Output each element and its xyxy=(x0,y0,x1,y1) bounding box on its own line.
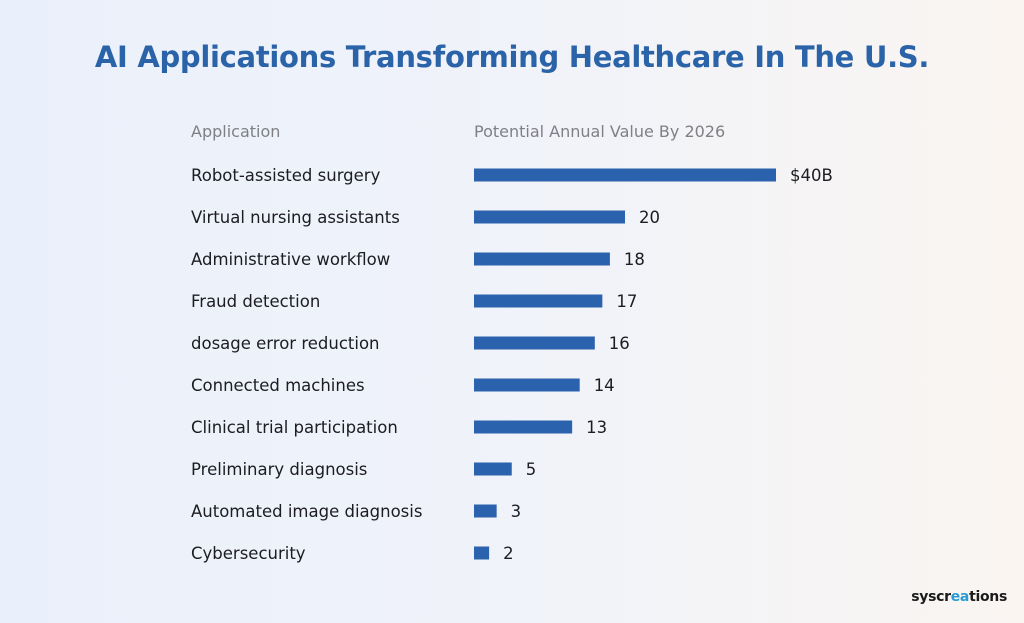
bar-connected-machines xyxy=(474,378,580,392)
bar-robot-assisted-surgery xyxy=(474,168,776,182)
bar-dosage-error-reduction xyxy=(474,336,595,350)
category-label-robot-assisted-surgery: Robot-assisted surgery xyxy=(191,166,381,185)
value-label-virtual-nursing-assistants: 20 xyxy=(639,208,660,227)
value-label-connected-machines: 14 xyxy=(594,376,615,395)
value-label-cybersecurity: 2 xyxy=(503,544,513,563)
value-label-administrative-workflow: 18 xyxy=(624,250,645,269)
value-label-dosage-error-reduction: 16 xyxy=(609,334,630,353)
value-label-clinical-trial-participation: 13 xyxy=(586,418,607,437)
category-label-clinical-trial-participation: Clinical trial participation xyxy=(191,418,398,437)
category-label-administrative-workflow: Administrative workflow xyxy=(191,250,390,269)
bar-clinical-trial-participation xyxy=(474,420,573,434)
value-label-preliminary-diagnosis: 5 xyxy=(526,460,537,479)
value-column-header: Potential Annual Value By 2026 xyxy=(474,122,726,141)
category-label-virtual-nursing-assistants: Virtual nursing assistants xyxy=(191,208,400,227)
category-label-cybersecurity: Cybersecurity xyxy=(191,544,306,563)
bar-automated-image-diagnosis xyxy=(474,504,497,518)
value-label-fraud-detection: 17 xyxy=(616,292,637,311)
category-label-fraud-detection: Fraud detection xyxy=(191,292,320,311)
category-label-dosage-error-reduction: dosage error reduction xyxy=(191,334,380,353)
category-label-preliminary-diagnosis: Preliminary diagnosis xyxy=(191,460,367,479)
chart-title: AI Applications Transforming Healthcare … xyxy=(94,40,930,74)
bar-cybersecurity xyxy=(474,546,490,560)
bar-preliminary-diagnosis xyxy=(474,462,512,476)
value-label-automated-image-diagnosis: 3 xyxy=(511,502,522,521)
category-label-connected-machines: Connected machines xyxy=(191,376,365,395)
brand-logo: syscreations xyxy=(911,589,1007,605)
bar-administrative-workflow xyxy=(474,252,610,266)
category-label-automated-image-diagnosis: Automated image diagnosis xyxy=(191,502,422,521)
application-column-header: Application xyxy=(191,122,281,141)
bar-virtual-nursing-assistants xyxy=(474,210,625,224)
value-label-robot-assisted-surgery: $40B xyxy=(790,166,833,185)
bar-fraud-detection xyxy=(474,294,603,308)
